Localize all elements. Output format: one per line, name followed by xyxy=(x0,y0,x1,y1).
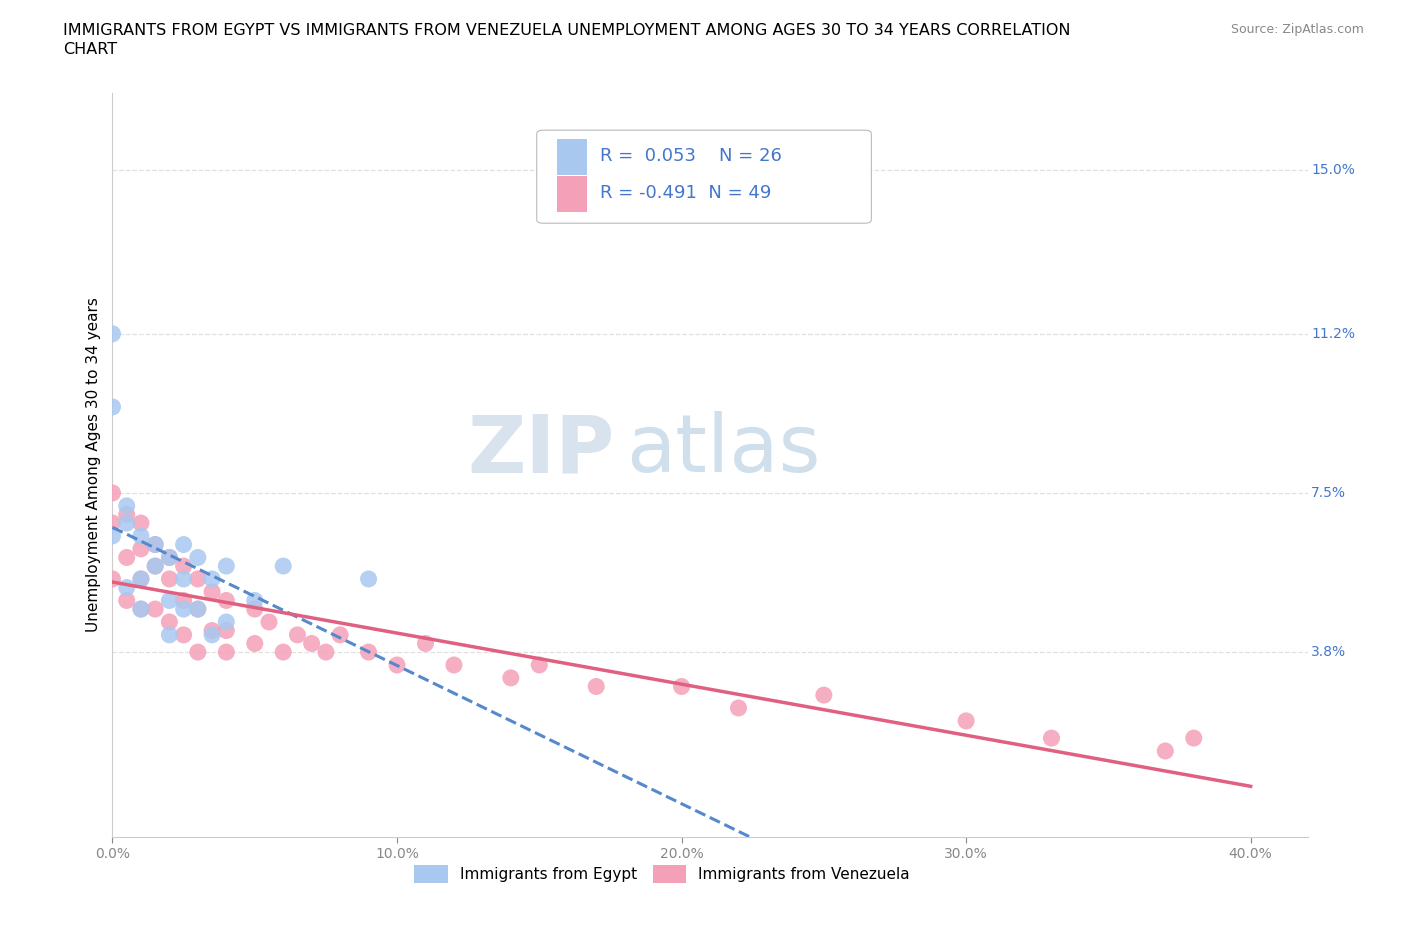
Point xyxy=(101,572,124,587)
Point xyxy=(173,538,195,552)
Point xyxy=(243,636,266,651)
Point xyxy=(357,644,380,659)
Text: R = -0.491  N = 49: R = -0.491 N = 49 xyxy=(600,184,772,203)
Point xyxy=(157,628,180,643)
Text: 3.8%: 3.8% xyxy=(1312,645,1347,659)
Point xyxy=(129,515,152,530)
Point xyxy=(1182,731,1205,746)
Point xyxy=(115,515,138,530)
Point xyxy=(173,628,195,643)
Text: R =  0.053    N = 26: R = 0.053 N = 26 xyxy=(600,147,782,166)
Point xyxy=(955,713,977,728)
Point xyxy=(101,528,124,543)
Point xyxy=(243,602,266,617)
Point xyxy=(301,636,323,651)
Point xyxy=(173,559,195,574)
Point xyxy=(443,658,465,672)
Point xyxy=(157,615,180,630)
Point xyxy=(201,584,224,599)
Point xyxy=(187,550,209,565)
Point xyxy=(257,615,280,630)
Text: 11.2%: 11.2% xyxy=(1312,326,1355,340)
Point xyxy=(585,679,607,694)
Legend: Immigrants from Egypt, Immigrants from Venezuela: Immigrants from Egypt, Immigrants from V… xyxy=(408,859,917,889)
Point xyxy=(143,602,166,617)
Point xyxy=(215,615,238,630)
Point xyxy=(215,623,238,638)
Point xyxy=(129,602,152,617)
Point xyxy=(173,593,195,608)
Point xyxy=(187,602,209,617)
Point xyxy=(215,559,238,574)
Point xyxy=(101,485,124,500)
Point xyxy=(201,623,224,638)
Text: atlas: atlas xyxy=(627,411,821,489)
Point xyxy=(329,628,352,643)
Point xyxy=(115,593,138,608)
Point xyxy=(201,572,224,587)
Text: Source: ZipAtlas.com: Source: ZipAtlas.com xyxy=(1230,23,1364,36)
Point xyxy=(129,572,152,587)
Point xyxy=(173,572,195,587)
Point xyxy=(187,602,209,617)
Point xyxy=(143,559,166,574)
Point xyxy=(115,507,138,522)
Point xyxy=(143,559,166,574)
Point xyxy=(215,593,238,608)
Point xyxy=(101,400,124,415)
Point xyxy=(157,550,180,565)
Point xyxy=(357,572,380,587)
Point xyxy=(287,628,309,643)
Point xyxy=(143,538,166,552)
Point xyxy=(157,572,180,587)
Point xyxy=(157,550,180,565)
Point xyxy=(101,326,124,341)
Text: CHART: CHART xyxy=(63,42,117,57)
Point xyxy=(243,593,266,608)
FancyBboxPatch shape xyxy=(537,130,872,223)
Point xyxy=(187,572,209,587)
Point xyxy=(157,593,180,608)
Point xyxy=(115,550,138,565)
Point xyxy=(115,580,138,595)
Point xyxy=(129,528,152,543)
Point xyxy=(813,687,835,702)
Point xyxy=(173,602,195,617)
Point xyxy=(115,498,138,513)
Point xyxy=(101,515,124,530)
Point xyxy=(385,658,408,672)
FancyBboxPatch shape xyxy=(557,177,586,212)
Point xyxy=(727,700,749,715)
Text: 7.5%: 7.5% xyxy=(1312,486,1346,500)
Point xyxy=(315,644,337,659)
Text: IMMIGRANTS FROM EGYPT VS IMMIGRANTS FROM VENEZUELA UNEMPLOYMENT AMONG AGES 30 TO: IMMIGRANTS FROM EGYPT VS IMMIGRANTS FROM… xyxy=(63,23,1071,38)
Point xyxy=(215,644,238,659)
Point xyxy=(1040,731,1063,746)
Point xyxy=(671,679,693,694)
Text: ZIP: ZIP xyxy=(467,411,614,489)
Point xyxy=(129,572,152,587)
Point xyxy=(271,559,294,574)
Y-axis label: Unemployment Among Ages 30 to 34 years: Unemployment Among Ages 30 to 34 years xyxy=(86,298,101,632)
Point xyxy=(129,602,152,617)
Point xyxy=(271,644,294,659)
Text: 15.0%: 15.0% xyxy=(1312,164,1355,178)
Point xyxy=(415,636,437,651)
Point xyxy=(129,541,152,556)
Point xyxy=(187,644,209,659)
Point xyxy=(1154,744,1177,759)
Point xyxy=(201,628,224,643)
Point xyxy=(499,671,522,685)
Point xyxy=(529,658,551,672)
FancyBboxPatch shape xyxy=(557,140,586,175)
Point xyxy=(143,538,166,552)
